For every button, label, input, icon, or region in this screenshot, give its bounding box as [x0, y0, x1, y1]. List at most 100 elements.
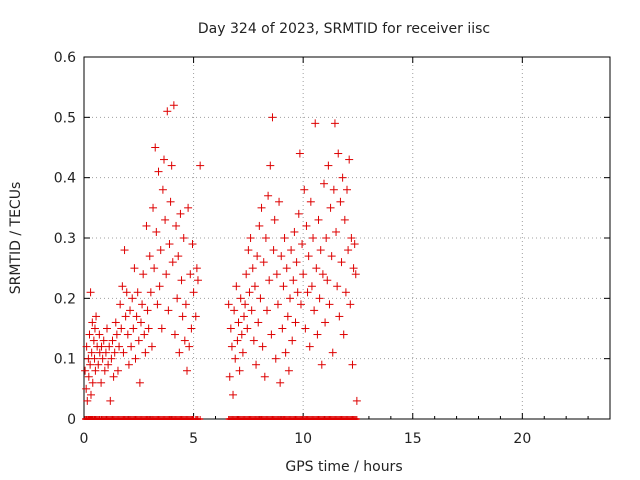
data-point	[270, 215, 279, 224]
data-point	[184, 203, 193, 212]
data-point	[288, 336, 297, 345]
y-tick-label: 0.6	[54, 50, 76, 66]
data-point	[83, 396, 92, 405]
data-point	[229, 390, 238, 399]
data-point	[111, 318, 120, 327]
data-point	[121, 312, 130, 321]
data-point	[243, 324, 252, 333]
data-point	[232, 282, 241, 291]
data-point	[113, 366, 122, 375]
data-point	[104, 360, 113, 369]
data-point	[250, 282, 259, 291]
data-point	[144, 324, 153, 333]
data-point	[268, 113, 277, 122]
data-point	[196, 161, 205, 170]
data-point	[312, 264, 321, 273]
data-point	[276, 378, 285, 387]
data-point	[284, 366, 293, 375]
zero-point	[353, 416, 360, 420]
data-point	[132, 312, 141, 321]
data-point	[188, 240, 197, 249]
data-point	[193, 276, 202, 285]
data-point	[272, 270, 281, 279]
data-point	[249, 336, 258, 345]
data-point	[261, 234, 270, 242]
data-point	[89, 336, 98, 345]
data-point	[142, 221, 151, 230]
data-point	[88, 378, 97, 387]
data-point	[122, 288, 131, 297]
data-point	[282, 264, 291, 273]
data-point	[336, 197, 345, 206]
data-point	[289, 276, 298, 285]
x-tick-label: 10	[294, 431, 312, 447]
data-point	[88, 318, 97, 327]
data-point	[257, 203, 266, 212]
y-tick-label: 0.1	[54, 352, 76, 368]
data-point	[139, 270, 148, 279]
data-point	[140, 330, 149, 339]
data-point	[351, 270, 360, 279]
data-point	[90, 354, 99, 363]
data-point	[225, 372, 234, 381]
data-point	[259, 258, 268, 267]
data-point	[350, 240, 359, 249]
x-tick-label: 5	[189, 431, 198, 447]
data-point	[161, 215, 170, 224]
data-point	[153, 300, 162, 309]
data-point	[326, 203, 335, 212]
data-point	[292, 258, 301, 267]
data-point	[154, 167, 163, 176]
data-point	[275, 197, 284, 206]
data-point	[110, 348, 119, 357]
data-point	[150, 264, 159, 273]
data-point	[281, 348, 290, 357]
data-point	[176, 209, 185, 218]
data-point	[92, 312, 101, 321]
data-point	[152, 227, 161, 236]
data-point	[244, 246, 253, 255]
data-point	[325, 300, 334, 309]
data-point	[81, 366, 90, 375]
y-tick-label: 0.5	[54, 110, 76, 126]
data-point	[226, 324, 235, 333]
data-point	[329, 185, 338, 194]
data-point	[145, 252, 154, 261]
data-point	[180, 336, 189, 345]
y-tick-label: 0.4	[54, 171, 76, 187]
data-point	[283, 312, 292, 321]
data-point	[277, 252, 286, 261]
data-point	[316, 246, 325, 255]
data-point	[352, 396, 361, 405]
data-point	[119, 348, 128, 357]
data-point	[317, 360, 326, 369]
y-tick-label: 0.2	[54, 291, 76, 307]
data-point	[319, 179, 328, 188]
data-point	[135, 378, 144, 387]
data-point	[327, 252, 336, 261]
data-point	[341, 288, 350, 297]
data-point	[347, 234, 356, 242]
data-point	[349, 264, 358, 273]
data-point	[265, 276, 274, 285]
data-point	[314, 215, 323, 224]
data-point	[95, 330, 104, 339]
data-point	[328, 348, 337, 357]
data-point	[273, 300, 282, 309]
data-point	[248, 264, 257, 273]
data-point	[147, 342, 156, 351]
data-point	[267, 330, 276, 339]
data-point	[303, 288, 312, 297]
x-axis-ticks: 0 5 10 15 20	[80, 57, 589, 447]
data-point	[245, 288, 254, 297]
data-point	[241, 300, 250, 309]
data-point	[271, 354, 280, 363]
data-point	[348, 360, 357, 369]
data-point	[344, 246, 353, 255]
data-point	[128, 294, 137, 303]
data-point	[149, 203, 158, 212]
data-point	[256, 294, 265, 303]
data-point	[90, 324, 99, 333]
data-point	[155, 282, 164, 291]
data-point	[134, 336, 143, 345]
